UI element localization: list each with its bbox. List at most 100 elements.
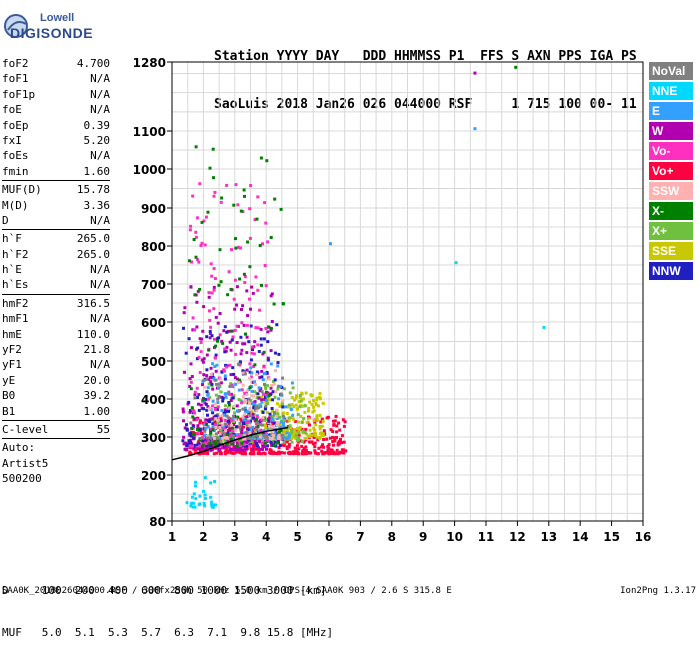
trace-ssw-point	[241, 371, 245, 375]
trace-noval-point	[206, 436, 210, 440]
trace-vo-minus-point	[229, 434, 233, 438]
trace-vo-minus-point	[228, 392, 232, 396]
trace-sse-point	[313, 428, 317, 432]
trace-sse-point	[271, 409, 274, 413]
trace-nnw-point	[249, 419, 252, 423]
trace-ssw-point	[208, 407, 212, 411]
trace-x-minus-point	[191, 415, 195, 419]
trace-x-plus-point	[270, 414, 274, 418]
trace-w-point	[197, 393, 201, 397]
trace-w-point	[239, 448, 243, 452]
trace-w-point	[181, 410, 185, 414]
trace-ssw-point	[255, 409, 259, 413]
trace-vo-minus-point	[238, 433, 242, 437]
trace-x-minus-point	[230, 425, 234, 429]
trace-w-point	[204, 448, 208, 451]
trace-nne-point	[203, 476, 207, 480]
trace-e-point	[265, 399, 269, 402]
trace-vo-plus-point	[226, 429, 230, 432]
trace-x-minus-point	[205, 422, 209, 426]
trace-w-point	[200, 358, 204, 362]
trace-vo-minus-point	[248, 362, 252, 366]
trace-vo-plus-point	[308, 423, 311, 427]
trace-w-point	[210, 417, 214, 421]
trace-vo-plus-point	[300, 427, 304, 431]
trace-noval-point	[209, 436, 213, 440]
trace-vo-minus-point	[212, 307, 216, 311]
trace-w-point	[184, 441, 188, 445]
trace-w-point	[228, 340, 232, 344]
trace-vo-plus-point	[302, 447, 306, 450]
trace-x-minus-point	[242, 188, 246, 192]
trace-x-plus-point	[214, 393, 218, 397]
trace-nnw-point	[247, 340, 251, 344]
trace-nnw-point	[202, 407, 206, 411]
trace-vo-plus-point	[268, 448, 272, 452]
trace-sse-point	[320, 424, 324, 428]
trace-vo-minus-point	[255, 415, 259, 419]
profile-curve	[171, 426, 289, 461]
param-row-fxi: fxI 5.20	[2, 133, 110, 148]
trace-sse-point	[310, 402, 314, 406]
trace-nne-point	[214, 503, 217, 507]
trace-e-point	[283, 436, 287, 440]
trace-noval-point	[259, 423, 263, 427]
isolated-point	[542, 325, 546, 329]
trace-vo-plus-point	[327, 443, 331, 447]
trace-sse-point	[268, 398, 272, 402]
trace-w-point	[240, 308, 243, 311]
trace-vo-plus-point	[200, 451, 204, 455]
trace-x-plus-point	[253, 437, 257, 440]
legend-e: E	[649, 102, 693, 120]
param-row-hf: h`F 265.0	[2, 231, 110, 246]
trace-sse-point	[305, 432, 309, 436]
trace-vo-minus-point	[191, 316, 195, 320]
trace-vo-minus-point	[253, 218, 257, 222]
trace-x-minus-point	[195, 427, 199, 431]
trace-ssw-point	[203, 385, 207, 389]
trace-nne-point	[198, 494, 202, 498]
trace-w-point	[252, 345, 256, 349]
trace-vo-minus-point	[191, 194, 195, 198]
param-row-d: D N/A	[2, 213, 110, 228]
trace-sse-point	[293, 431, 297, 435]
trace-e-point	[251, 425, 255, 429]
trace-e-point	[279, 420, 283, 424]
trace-vo-plus-point	[325, 437, 329, 441]
trace-ssw-point	[243, 412, 247, 416]
trace-e-point	[285, 431, 289, 435]
trace-sse-point	[278, 423, 282, 427]
trace-vo-minus-point	[245, 323, 249, 327]
trace-nne-point	[194, 484, 197, 488]
trace-vo-minus-point	[240, 388, 244, 392]
trace-vo-minus-point	[198, 371, 202, 374]
trace-x-minus-point	[216, 439, 220, 443]
trace-vo-minus-point	[260, 418, 264, 422]
trace-nnw-point	[189, 409, 192, 412]
trace-x-minus-point	[244, 332, 247, 336]
file-info: SAA0K_2018026044000.RSF / 300fx256h 50 k…	[2, 586, 452, 596]
param-name: h`F	[2, 232, 22, 246]
trace-vo-minus-point	[248, 236, 252, 240]
trace-e-point	[213, 365, 217, 368]
trace-w-point	[196, 424, 200, 428]
param-value: 15.78	[76, 183, 110, 197]
x-tick-label: 7	[356, 530, 364, 544]
trace-x-minus-point	[234, 237, 237, 241]
param-row-md: M(D) 3.36	[2, 198, 110, 213]
param-name: yE	[2, 373, 16, 387]
trace-vo-minus-point	[248, 207, 252, 211]
trace-w-point	[197, 447, 201, 451]
trace-x-minus-point	[208, 441, 212, 445]
trace-x-plus-point	[287, 403, 291, 407]
trace-noval-point	[248, 414, 252, 418]
trace-sse-point	[307, 409, 310, 413]
trace-e-point	[249, 366, 253, 370]
trace-vo-plus-point	[198, 421, 202, 425]
trace-e-point	[215, 363, 219, 367]
trace-vo-minus-point	[243, 281, 247, 284]
trace-nnw-point	[257, 350, 261, 353]
param-name: M(D)	[2, 198, 29, 212]
trace-vo-plus-point	[291, 452, 295, 456]
param-name: foEp	[2, 118, 29, 132]
